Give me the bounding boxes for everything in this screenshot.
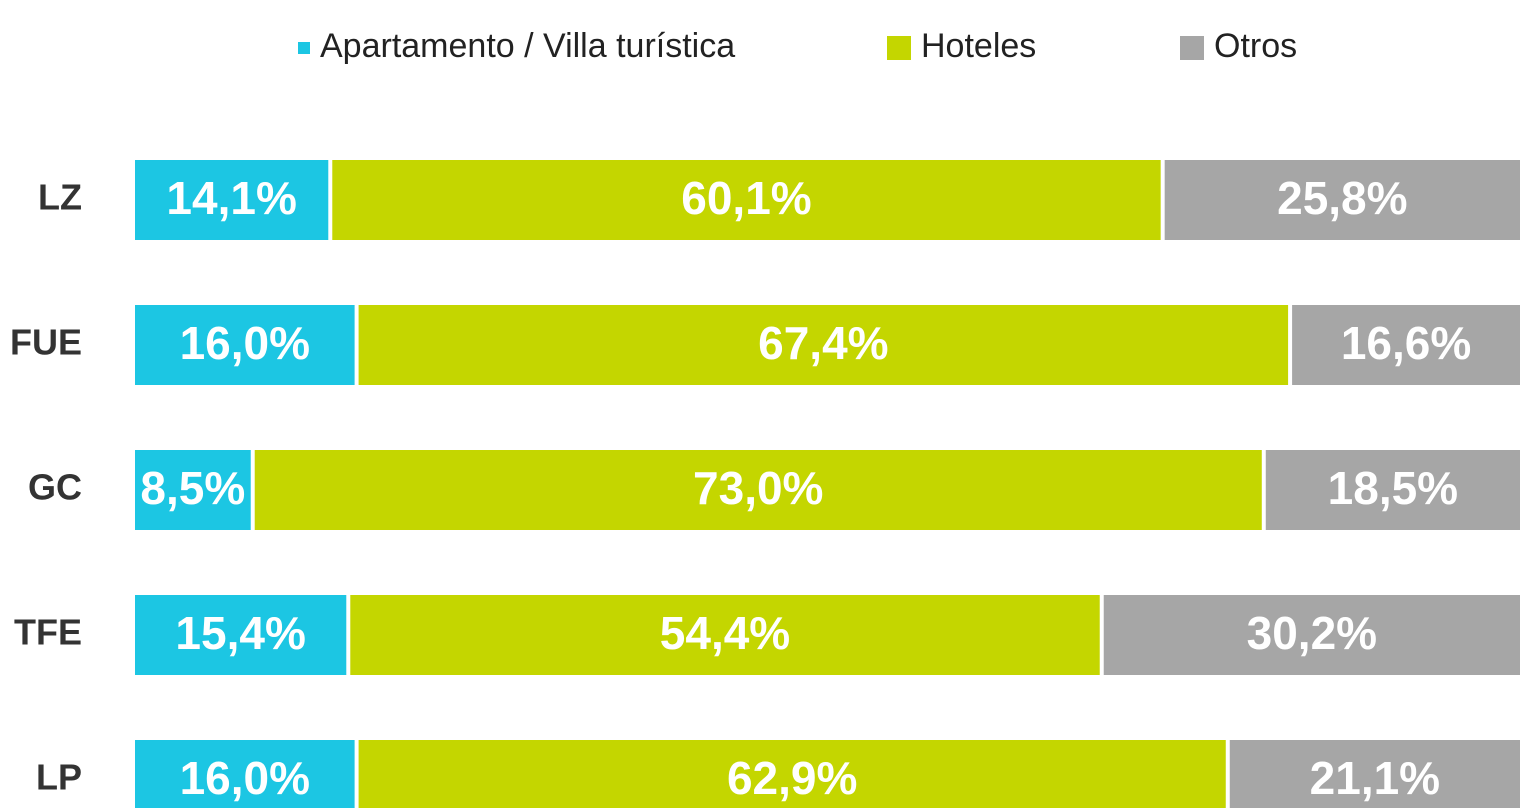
value-label: 8,5%: [140, 462, 245, 514]
legend-label: Apartamento / Villa turística: [320, 27, 735, 65]
value-label: 16,6%: [1341, 317, 1471, 369]
value-label: 73,0%: [693, 462, 823, 514]
value-label: 62,9%: [727, 752, 857, 804]
bar-segment: [350, 595, 1100, 675]
value-label: 18,5%: [1328, 462, 1458, 514]
bar-segment: [332, 160, 1161, 240]
bar-segment: [1103, 595, 1520, 675]
value-label: 60,1%: [681, 172, 811, 224]
bar-segment: [135, 595, 347, 675]
legend-label: Hoteles: [921, 27, 1036, 65]
category-label: LP: [36, 757, 82, 798]
bar-segment: [135, 160, 329, 240]
legend-swatch: [887, 36, 911, 60]
legend-swatch: [1180, 36, 1204, 60]
bar-segment: [135, 740, 355, 808]
value-label: 15,4%: [175, 607, 305, 659]
bar-segment: [1164, 160, 1520, 240]
value-label: 67,4%: [758, 317, 888, 369]
category-label: GC: [28, 467, 82, 508]
bar-segment: [254, 450, 1262, 530]
bar-segment: [1265, 450, 1520, 530]
value-label: 16,0%: [180, 752, 310, 804]
bar-segment: [135, 305, 355, 385]
bar-segment: [1229, 740, 1520, 808]
bar-segment: [135, 450, 251, 530]
bar-segment: [358, 740, 1226, 808]
value-label: 16,0%: [180, 317, 310, 369]
value-label: 54,4%: [660, 607, 790, 659]
category-label: TFE: [14, 612, 82, 653]
value-label: 25,8%: [1277, 172, 1407, 224]
value-label: 30,2%: [1247, 607, 1377, 659]
value-label: 21,1%: [1310, 752, 1440, 804]
legend-label: Otros: [1214, 27, 1297, 65]
category-label: LZ: [38, 177, 82, 218]
bar-segment: [358, 305, 1289, 385]
legend-swatch: [298, 42, 310, 54]
category-label: FUE: [10, 322, 82, 363]
value-label: 14,1%: [166, 172, 296, 224]
bar-segment: [1292, 305, 1520, 385]
